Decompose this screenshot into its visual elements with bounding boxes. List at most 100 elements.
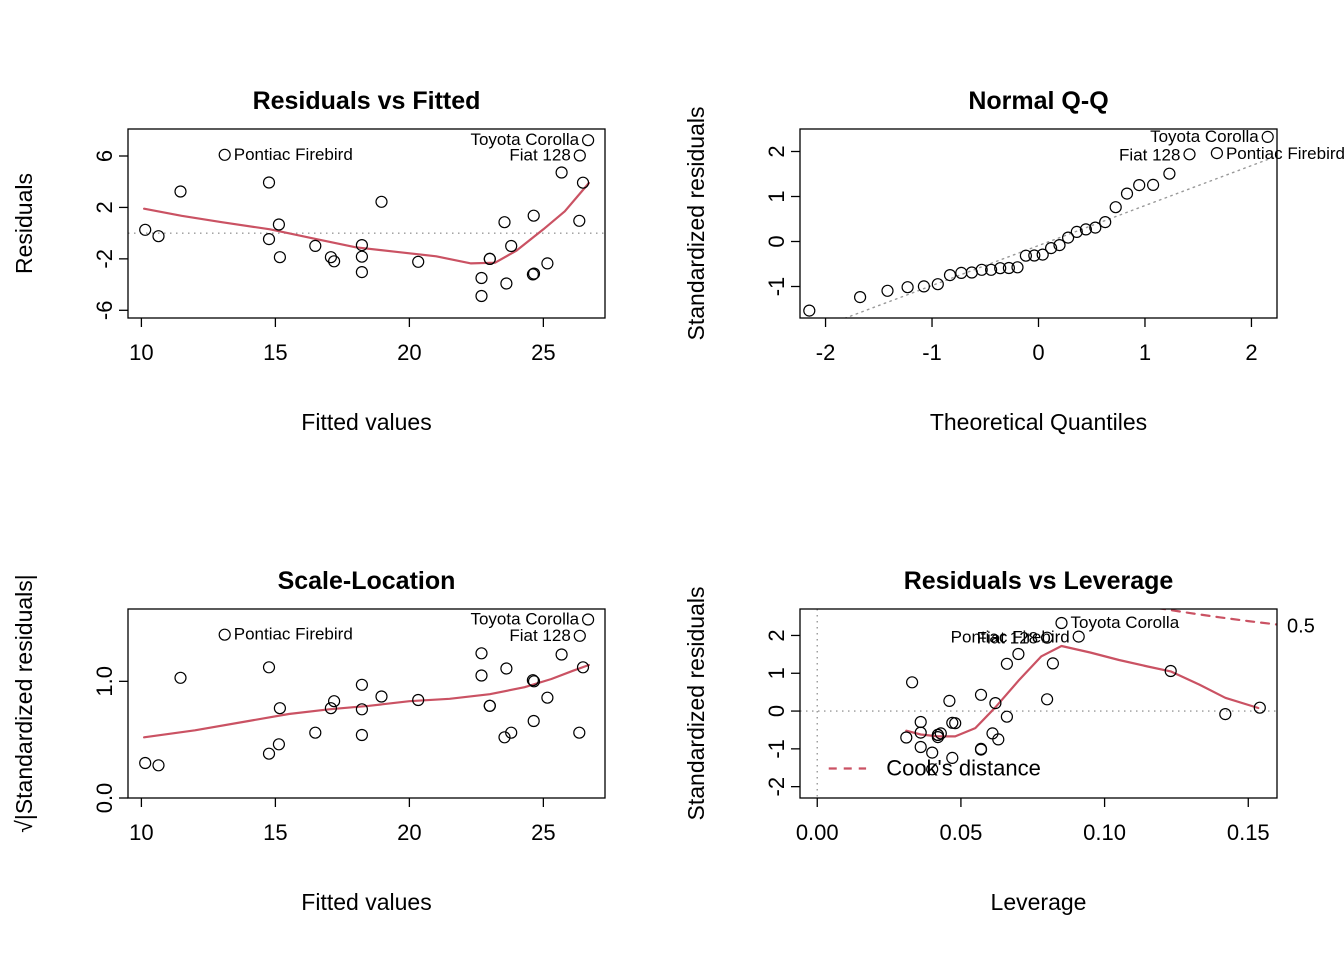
data-point <box>475 289 488 303</box>
x-tick-label: 0.00 <box>796 820 839 845</box>
data-point <box>375 195 388 208</box>
data-point <box>527 714 540 728</box>
plot-residuals-vs-leverage: 0.00 0.05 0.10 0.15 -2 -1 0 1 2 Toyota CorollaPon… <box>672 480 1344 960</box>
data-point <box>555 648 568 661</box>
data-point <box>505 726 518 739</box>
data-point <box>500 662 513 675</box>
data-point <box>262 747 276 760</box>
data-point <box>1120 187 1134 200</box>
data-point <box>1099 216 1112 229</box>
lowess-smooth <box>143 181 591 265</box>
data-point <box>581 134 595 147</box>
data-point <box>946 716 959 729</box>
y-tick-label: -1 <box>764 739 789 759</box>
data-point <box>1055 616 1068 630</box>
data-point <box>527 267 541 280</box>
data-point <box>375 690 388 703</box>
y-tick-label: -1 <box>764 277 789 297</box>
point-label: Fiat 128 <box>509 626 570 645</box>
data-point <box>1041 631 1054 644</box>
data-point <box>926 746 939 759</box>
data-point <box>974 743 988 756</box>
data-point <box>152 230 165 243</box>
y-tick-label: 2 <box>764 145 789 157</box>
point-label: Fiat 128 <box>1119 145 1180 164</box>
data-point <box>152 759 165 772</box>
data-point <box>1147 178 1160 191</box>
y-tick-label: -6 <box>92 301 117 321</box>
cooks-distance-legend-label: Cook's distance <box>886 756 1041 781</box>
data-point <box>273 702 286 715</box>
x-tick-label: 15 <box>263 340 287 365</box>
y-axis-label: Residuals <box>11 173 37 274</box>
data-point <box>1163 167 1176 180</box>
data-point <box>914 740 927 754</box>
data-point <box>946 751 959 764</box>
data-point <box>1028 249 1041 262</box>
data-point <box>986 727 999 740</box>
data-point <box>174 671 187 684</box>
x-tick-label: 20 <box>397 340 421 365</box>
data-point <box>1011 261 1024 274</box>
data-point <box>943 694 956 707</box>
x-axis-label: Fitted values <box>301 409 431 435</box>
plot-box <box>127 128 606 319</box>
data-point <box>901 281 914 294</box>
data-point <box>1000 710 1013 723</box>
y-axis-label: √|Standardized residuals| <box>11 574 37 833</box>
data-point <box>139 756 152 770</box>
data-point <box>272 218 285 231</box>
x-tick-label: 20 <box>397 820 421 845</box>
data-point <box>989 697 1002 710</box>
x-tick-label: 2 <box>1245 340 1257 365</box>
data-point <box>914 715 927 729</box>
y-tick-label: 0 <box>764 705 789 717</box>
data-point <box>576 176 590 189</box>
data-point <box>262 176 276 189</box>
data-point <box>931 731 944 744</box>
data-point <box>541 257 554 270</box>
data-point <box>881 284 894 297</box>
x-axis-label: Leverage <box>991 889 1087 915</box>
data-point <box>1133 179 1146 192</box>
data-point <box>355 239 368 252</box>
x-tick-label: 15 <box>263 820 287 845</box>
data-point <box>526 268 540 281</box>
plot-scale-location: 10 15 20 25 0.0 1.0 Pontiac Firebird Toyota Cor… <box>0 480 672 960</box>
data-point <box>527 675 541 688</box>
data-point <box>573 214 586 227</box>
data-point <box>974 688 988 701</box>
data-point <box>1041 693 1054 706</box>
lowess-smooth <box>905 644 1260 738</box>
data-point <box>1012 647 1025 661</box>
data-point <box>803 304 816 317</box>
data-point <box>934 727 947 740</box>
plot-residuals-vs-fitted: 10 15 20 25 -6 -2 2 6 Pontiac Firebird Toyota Cor… <box>0 0 672 480</box>
y-axis-label: Standardized residuals <box>683 587 709 821</box>
data-point <box>324 702 337 715</box>
data-point <box>1109 201 1122 214</box>
plot-title: Residuals vs Leverage <box>904 567 1174 595</box>
data-point <box>1002 261 1015 275</box>
data-point <box>139 223 152 236</box>
x-tick-label: 0.10 <box>1083 820 1126 845</box>
point-label: Toyota Corolla <box>1070 613 1179 632</box>
data-point <box>526 674 540 687</box>
y-axis-label: Standardized residuals <box>683 107 709 341</box>
point-label: Pontiac Firebird <box>951 628 1070 647</box>
data-point <box>355 250 368 263</box>
y-tick-label: 2 <box>764 629 789 641</box>
point-label: Toyota Corolla <box>470 610 579 629</box>
data-point <box>581 613 595 626</box>
data-point <box>498 216 511 229</box>
data-point <box>273 251 286 264</box>
data-point <box>917 280 930 293</box>
data-point <box>355 728 368 742</box>
data-point <box>573 726 586 739</box>
data-point <box>992 733 1005 746</box>
y-tick-label: 0 <box>764 235 789 247</box>
data-point <box>1164 664 1177 678</box>
data-point <box>1019 249 1032 262</box>
data-point <box>218 628 231 641</box>
